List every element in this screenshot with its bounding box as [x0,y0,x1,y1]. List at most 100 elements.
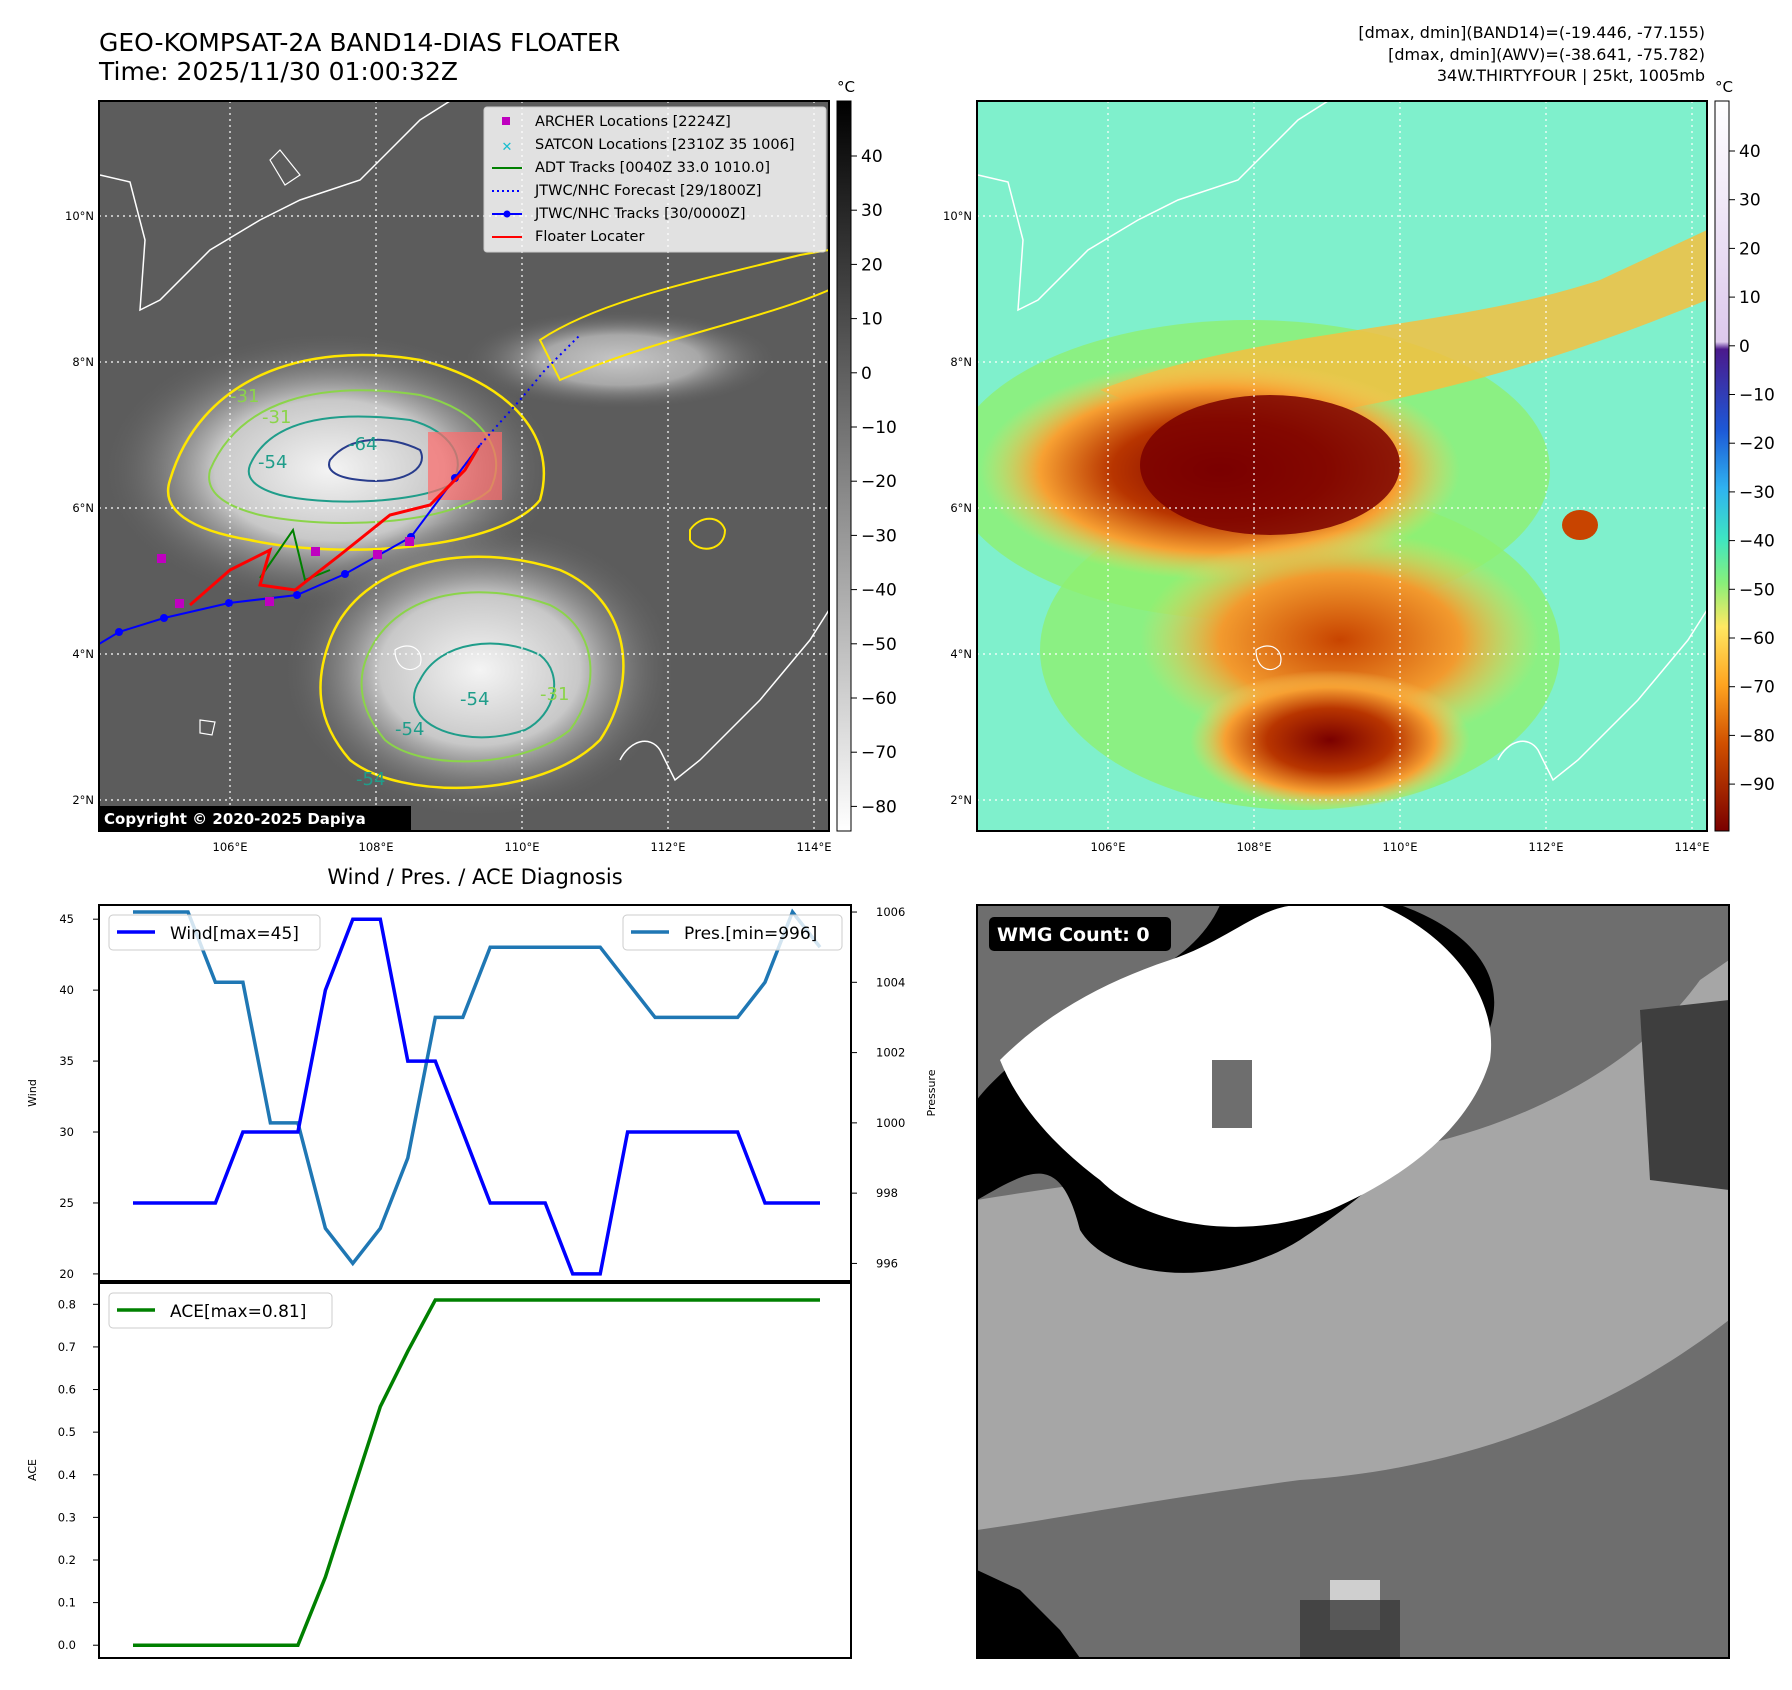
contour-north-core [328,438,423,482]
wind-pressure-panel: Wind Pressure 20 25 30 35 40 45 996 998 1000 100… [26,904,938,1282]
lon-tick: 106°E [213,840,248,854]
ace-tick-label: 0.2 [58,1553,76,1567]
contour-south-inner [413,642,556,739]
contour-label: -31 [230,386,259,407]
contour-label: -54 [356,769,385,790]
colorbar-tick-label: 0 [861,364,872,384]
coastline-islet [199,719,216,736]
ace-tick-label: 0.4 [58,1468,76,1482]
coastline-natuna [394,645,422,671]
contour-label: -54 [395,719,424,740]
awv-coastline-north [977,101,1329,312]
ace-tick-label: 0.5 [58,1425,76,1439]
wmg-count-label: WMG Count: 0 [997,924,1150,946]
copyright-box [99,806,411,831]
colorbar-tick-label: −80 [1739,726,1775,746]
lon-tick: 108°E [359,840,394,854]
colorbar-tick-label: −40 [861,581,897,601]
legend-satcon: SATCON Locations [2310Z 35 1006] [535,137,794,153]
pressure-tick-label: 996 [876,1256,898,1270]
lat-tick: 10°N [943,209,972,223]
info-awv: [dmax, dmin](AWV)=(-38.641, -75.782) [1388,45,1705,64]
wind-tick-label: 25 [59,1196,74,1210]
figure-title: GEO-KOMPSAT-2A BAND14-DIAS FLOATER [99,28,620,57]
colorbar-tick-label: 0 [1739,337,1750,357]
ir-map-frame [98,100,830,832]
colorbar-tick-label: −80 [861,797,897,817]
contour-label: -54 [258,452,287,473]
lat-tick: 4°N [950,647,972,661]
wind-tick-label: 35 [59,1054,74,1068]
pressure-legend: Pres.[min=996] [622,914,843,951]
pressure-tick-label: 998 [876,1186,898,1200]
wind-tick-label: 45 [59,912,74,926]
figure-time: Time: 2025/11/30 01:00:32Z [98,57,458,86]
wmg-dark-patch [1300,1600,1400,1658]
legend-forecast: JTWC/NHC Forecast [29/1800Z] [534,183,761,199]
wind-series [133,917,820,1276]
ir-colorbar-ticks: 40 30 20 10 0 −10 −20 −30 −40 −50 −60 −70 −80 [851,147,897,817]
lon-tick: 110°E [1383,840,1418,854]
ace-tick-label: 0.6 [58,1383,76,1397]
contour-label: -64 [348,434,377,455]
colorbar-tick-label: −60 [861,689,897,709]
lat-tick: 2°N [72,793,94,807]
contour-island-cloud [689,517,727,550]
colorbar-tick-label: −10 [1739,386,1775,406]
colorbar-tick-label: −10 [861,418,897,438]
wind-tick-label: 40 [59,983,74,997]
contour-south-mid [360,591,592,763]
pressure-tick-label: 1000 [876,1116,905,1130]
wind-tick-label: 30 [59,1125,74,1139]
ir-cloud-band [460,310,780,410]
ace-tick-label: 0.7 [58,1340,76,1354]
coastline-borneo [619,609,829,782]
colorbar-tick-label: −60 [1739,629,1775,649]
colorbar-tick-label: −20 [861,472,897,492]
legend-box [483,106,827,253]
wmg-frame [976,904,1730,1659]
lon-tick: 108°E [1237,840,1272,854]
ace-tick-label: 0.0 [58,1638,76,1652]
lon-tick: 114°E [1675,840,1710,854]
jtwc-forecast-line [454,334,581,479]
ace-legend: ACE[max=0.81] [108,1292,333,1329]
ace-tick-label: 0.1 [58,1596,76,1610]
wind-legend: Wind[max=45] [108,914,321,951]
wmg-gray-patch [1212,1060,1252,1128]
pressure-tick-label: 1006 [876,905,905,919]
colorbar-tick-label: 20 [861,255,883,275]
wind-pressure-frame [98,904,852,1282]
awv-core-center [1140,395,1400,535]
pressure-legend-box [622,914,843,951]
ir-colorbar-unit: °C [837,78,855,96]
colorbar-tick-label: 30 [1739,191,1761,211]
legend-adt: ADT Tracks [0040Z 33.0 1010.0] [535,160,770,176]
pressure-ticks: 996 998 1000 1002 1004 1006 [851,905,905,1270]
copyright-text: Copyright © 2020-2025 Dapiya [104,810,366,828]
wind-tick-label: 20 [59,1267,74,1281]
awv-core-southeast [1190,670,1470,810]
info-band14: [dmax, dmin](BAND14)=(-19.446, -77.155) [1358,23,1705,42]
wmg-gray-ring [977,960,1729,1530]
awv-blob [1562,510,1598,540]
wind-ticks: 20 25 30 35 40 45 [59,912,99,1281]
awv-colorbar-ticks: 40 30 20 10 0 −10 −20 −30 −40 −50 −60 −70 −80 −90 [1729,142,1775,795]
colorbar-tick-label: −30 [861,526,897,546]
track-legend-dot [503,210,511,218]
colorbar-tick-label: 40 [1739,142,1761,162]
lat-tick: 8°N [72,355,94,369]
lon-tick: 112°E [651,840,686,854]
lat-tick: 6°N [950,501,972,515]
ace-frame [98,1282,852,1659]
contour-band [538,248,829,382]
pressure-tick-label: 1004 [876,975,905,989]
wind-axis-label: Wind [26,1079,39,1107]
colorbar-tick-label: 30 [861,201,883,221]
wind-legend-label: Wind[max=45] [170,924,299,944]
colorbar-tick-label: −30 [1739,483,1775,503]
awv-colorbar-unit: °C [1715,78,1733,96]
ace-tick-label: 0.8 [58,1297,76,1311]
ir-colorbar [836,100,852,832]
